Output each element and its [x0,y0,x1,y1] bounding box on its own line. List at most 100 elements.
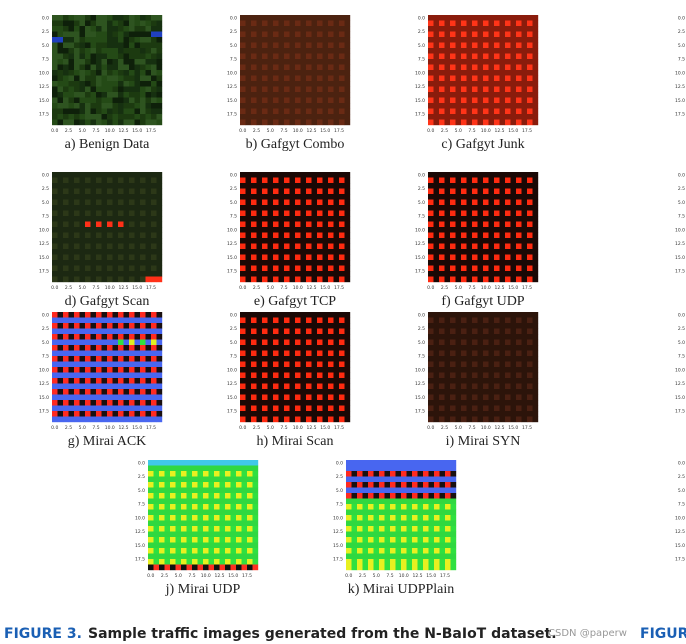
cell [151,31,157,38]
cell [153,471,160,477]
cell [527,394,533,401]
cell [472,97,478,104]
cell [527,177,533,184]
x-tick-label: 0.0 [51,128,58,134]
cell [284,334,290,340]
cell [311,48,318,54]
cell [145,383,152,390]
cell [241,559,248,565]
cell [328,372,334,379]
edge-tick-label: 5.0 [678,43,685,49]
cell [145,37,152,43]
cell [472,114,478,120]
cell [322,350,329,357]
cell [322,172,329,178]
cell [251,389,257,395]
cell [112,64,119,71]
cell [466,103,473,109]
cell [123,405,130,412]
cell [164,482,171,488]
cell [499,114,506,120]
cell [455,378,462,384]
cell [428,37,434,43]
cell [245,323,252,329]
cell [499,92,506,98]
cell [153,537,160,543]
cell [450,172,456,178]
cell [433,265,440,272]
cell [63,75,69,82]
cell [333,172,340,178]
cell [240,238,246,244]
cell [145,216,152,222]
cell [461,227,467,233]
cell [63,20,69,27]
cell [129,276,135,283]
cell [351,520,358,527]
cell [433,103,440,109]
cell [295,75,301,82]
cell [433,312,440,318]
cell [461,323,467,329]
cell [373,498,380,505]
cell [339,276,345,283]
cell [145,411,152,417]
cell [322,361,329,368]
cell [516,37,522,43]
cell [79,119,86,126]
cell [251,119,257,126]
cell [472,232,478,239]
cell [444,378,451,384]
cell [96,92,102,98]
cell [499,15,506,21]
cell [256,20,263,27]
cell [129,328,135,335]
x-tick-label: 10.0 [481,285,491,291]
cell [322,254,329,261]
cell [164,520,171,527]
cell [145,210,152,217]
cell [197,531,204,538]
x-tick-label: 2.5 [65,425,72,431]
cell [439,75,445,82]
cell [267,108,274,115]
cell [123,20,130,27]
cell [52,75,58,82]
cell [214,548,220,554]
cell [483,119,489,126]
cell [96,75,102,82]
cell [52,243,58,250]
cell [434,465,440,472]
cell [68,323,75,329]
cell [379,559,385,565]
cell [164,542,171,549]
cell [444,265,451,272]
cell [175,487,182,494]
cell [516,383,522,390]
cell [107,26,113,32]
cell [466,389,473,395]
cell [412,542,418,549]
cell [344,37,351,43]
cell [351,548,358,554]
cell [477,205,484,211]
cell [488,37,495,43]
cell [450,312,456,318]
cell [251,317,257,324]
cell [273,232,279,239]
cell [96,205,102,211]
cell [96,356,102,362]
cell [483,221,489,228]
cell [322,81,329,87]
cell [74,42,80,49]
cell [532,271,539,277]
cell [107,114,113,120]
cell [197,542,204,549]
cell [240,361,246,368]
panel-caption: b) Gafgyt Combo [246,137,345,152]
cell [151,238,157,244]
cell [450,75,456,82]
cell [466,199,473,206]
cell [148,465,154,472]
cell [311,177,318,184]
